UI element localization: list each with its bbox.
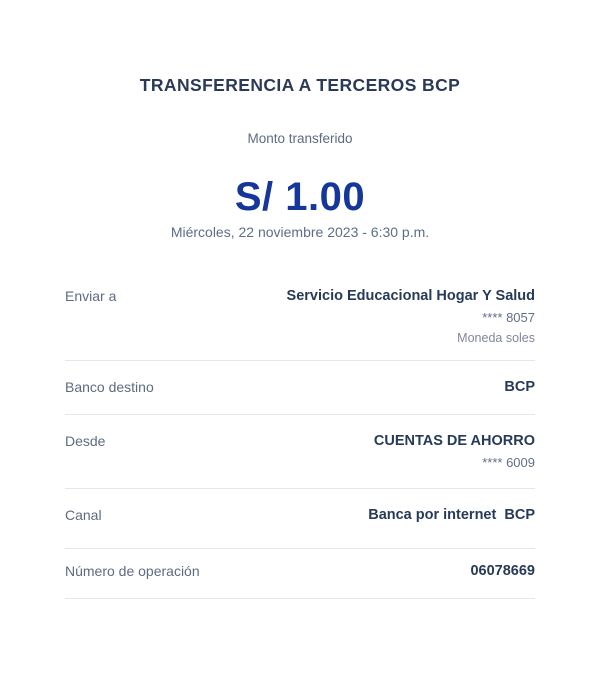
row-secondary-masked-account: **** 8057 — [482, 310, 535, 325]
row-label: Desde — [65, 433, 106, 449]
row-secondary-masked-account: **** 6009 — [482, 455, 535, 470]
row-value: BCP — [504, 379, 535, 395]
row-value: CUENTAS DE AHORRO — [373, 433, 535, 449]
detail-row-numero-operacion: Número de operación 06078669 — [65, 549, 535, 599]
row-values: 06078669 — [470, 562, 535, 581]
page-title: TRANSFERENCIA A TERCEROS BCP — [139, 75, 461, 95]
row-values: BCP — [504, 378, 535, 397]
amount-datetime: Miércoles, 22 noviembre 2023 - 6:30 p.m. — [170, 224, 430, 240]
amount-label: Monto transferido — [247, 131, 353, 146]
detail-row-banco-destino: Banco destino BCP — [65, 361, 535, 415]
row-value: Banca por internet BCP — [368, 507, 535, 523]
row-label: Número de operación — [65, 563, 200, 579]
row-value-operation-number: 06078669 — [470, 563, 535, 579]
row-values: CUENTAS DE AHORRO **** 6009 — [374, 432, 535, 471]
detail-row-enviar-a: Enviar a Servicio Educacional Hogar Y Sa… — [65, 271, 535, 361]
row-label: Banco destino — [65, 379, 154, 395]
transfer-receipt: TRANSFERENCIA A TERCEROS BCP Monto trans… — [65, 0, 535, 599]
row-tertiary-currency: Moneda soles — [457, 331, 535, 345]
amount-value: S/ 1.00 — [234, 175, 366, 219]
row-label: Enviar a — [65, 288, 117, 304]
detail-row-desde: Desde CUENTAS DE AHORRO **** 6009 — [65, 415, 535, 489]
details-list: Enviar a Servicio Educacional Hogar Y Sa… — [65, 271, 535, 599]
detail-row-canal: Canal Banca por internet BCP — [65, 489, 535, 549]
row-values: Servicio Educacional Hogar Y Salud **** … — [287, 287, 535, 346]
row-values: Banca por internet BCP — [368, 506, 535, 525]
row-value: Servicio Educacional Hogar Y Salud — [286, 288, 535, 304]
row-label: Canal — [65, 507, 102, 523]
